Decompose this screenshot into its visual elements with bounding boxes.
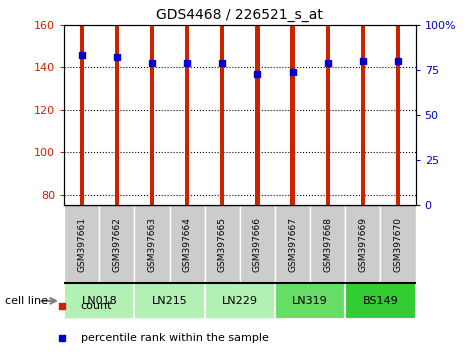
Bar — [275, 205, 310, 283]
Bar — [291, 6, 294, 205]
Text: LN319: LN319 — [292, 296, 328, 306]
Text: GSM397665: GSM397665 — [218, 217, 227, 272]
Bar — [361, 0, 365, 205]
Bar — [310, 205, 345, 283]
Text: GSM397661: GSM397661 — [77, 217, 86, 272]
Bar — [256, 23, 259, 205]
Bar — [380, 205, 416, 283]
Bar — [220, 0, 224, 205]
Text: count: count — [81, 301, 112, 311]
Bar — [115, 0, 119, 205]
Text: GSM397662: GSM397662 — [113, 217, 121, 272]
Title: GDS4468 / 226521_s_at: GDS4468 / 226521_s_at — [156, 8, 323, 22]
Text: BS149: BS149 — [362, 296, 399, 306]
Bar — [185, 0, 189, 205]
Text: LN215: LN215 — [152, 296, 188, 306]
Bar — [205, 283, 275, 319]
Bar — [326, 0, 330, 205]
Bar — [275, 283, 345, 319]
Text: cell line: cell line — [5, 296, 48, 306]
Text: GSM397664: GSM397664 — [183, 217, 191, 272]
Bar — [134, 205, 170, 283]
Bar — [345, 205, 380, 283]
Text: LN018: LN018 — [81, 296, 117, 306]
Text: GSM397667: GSM397667 — [288, 217, 297, 272]
Bar — [150, 0, 154, 205]
Bar — [205, 205, 240, 283]
Bar — [170, 205, 205, 283]
Text: percentile rank within the sample: percentile rank within the sample — [81, 333, 269, 343]
Bar — [80, 0, 84, 205]
Text: GSM397668: GSM397668 — [323, 217, 332, 272]
Text: GSM397669: GSM397669 — [359, 217, 367, 272]
Bar — [240, 205, 275, 283]
Text: LN229: LN229 — [222, 296, 258, 306]
Bar — [64, 205, 99, 283]
Bar — [396, 0, 400, 205]
Bar — [134, 283, 205, 319]
Bar — [99, 205, 134, 283]
Text: GSM397663: GSM397663 — [148, 217, 156, 272]
Text: GSM397670: GSM397670 — [394, 217, 402, 272]
Bar — [64, 283, 134, 319]
Bar — [345, 283, 416, 319]
Text: GSM397666: GSM397666 — [253, 217, 262, 272]
